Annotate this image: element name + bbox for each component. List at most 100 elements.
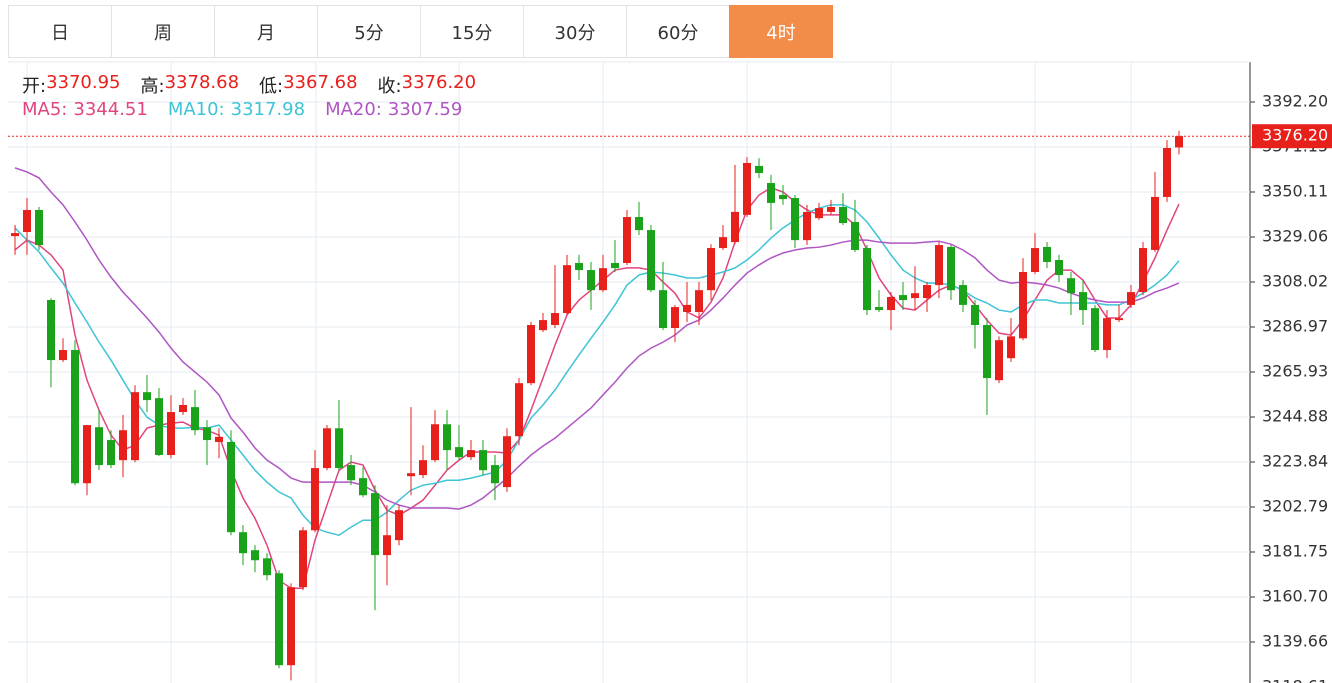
ohlc-value: 3378.68 <box>164 72 240 93</box>
period-tabs: 日周月 5分 15分 30分 60分 4时 <box>8 5 833 58</box>
candle-body <box>59 350 67 361</box>
candle-body <box>887 297 895 311</box>
candle-body <box>1103 318 1111 351</box>
y-tick-label: 3223.84 <box>1262 451 1328 470</box>
ma-legend-item: MA5: 3344.51 <box>22 99 148 120</box>
candle-body <box>611 263 619 269</box>
candle-body <box>215 436 223 442</box>
candle-body <box>83 425 91 484</box>
candle-body <box>719 237 727 249</box>
candle-body <box>911 293 919 299</box>
period-tab[interactable]: 60分 <box>626 5 730 58</box>
y-tick-label: 3160.70 <box>1262 587 1328 606</box>
candle-body <box>23 209 31 233</box>
candle-body <box>503 436 511 488</box>
candle-body <box>35 209 43 246</box>
candle-body <box>623 217 631 264</box>
candle-body <box>1043 246 1051 262</box>
candle-body <box>407 473 415 477</box>
candle-body <box>251 550 259 561</box>
ohlc-label: 收: <box>377 76 402 97</box>
candle-body <box>1019 271 1027 339</box>
period-tab[interactable]: 30分 <box>523 5 627 58</box>
ohlc-info: 开: 3370.95 高: 3378.68 低: 3367.68 收: 3376.20 <box>22 72 496 98</box>
y-tick-label: 3118.61 <box>1262 676 1328 683</box>
candle-body <box>899 295 907 301</box>
ohlc-value: 3367.68 <box>283 72 358 93</box>
candle-body <box>815 208 823 219</box>
candle-body <box>191 407 199 431</box>
ma-legend-label: MA10: <box>167 99 225 120</box>
period-tab[interactable]: 周 <box>111 5 215 58</box>
ma-line <box>14 167 1180 510</box>
candle-body <box>443 424 451 451</box>
y-tick-label: 3244.88 <box>1262 407 1328 426</box>
y-tick-label: 3181.75 <box>1262 541 1328 560</box>
candle-body <box>359 478 367 496</box>
candle-body <box>683 304 691 312</box>
candle-body <box>671 307 679 329</box>
ma-line <box>14 204 1180 537</box>
candle-body <box>11 233 19 237</box>
ma-legend-label: MA5: <box>22 99 68 120</box>
period-tab[interactable]: 月 <box>214 5 318 58</box>
ohlc-label: 低: <box>259 76 284 97</box>
candle-body <box>335 428 343 469</box>
candle-body <box>275 573 283 666</box>
candle-body <box>287 587 295 666</box>
ohlc-item: 低: 3367.68 <box>259 72 358 98</box>
period-tab[interactable]: 4时 <box>729 5 833 58</box>
ma-legend-value: 3344.51 <box>73 99 148 120</box>
candle-body <box>347 465 355 481</box>
ohlc-label: 高: <box>140 76 165 97</box>
y-tick-label: 3308.02 <box>1262 272 1328 291</box>
candle-body <box>779 195 787 200</box>
candle-body <box>551 313 559 326</box>
candle-body <box>659 290 667 329</box>
period-tab[interactable]: 5分 <box>317 5 421 58</box>
candle-body <box>371 493 379 556</box>
candle-body <box>851 221 859 250</box>
ma-line <box>14 186 1180 589</box>
candle-body <box>311 468 319 531</box>
candle-body <box>467 450 475 458</box>
candle-body <box>47 300 55 361</box>
candle-body <box>1115 318 1123 321</box>
ohlc-value: 3370.95 <box>46 72 121 93</box>
ohlc-item: 开: 3370.95 <box>22 72 121 98</box>
candle-body <box>767 183 775 203</box>
candle-body <box>131 392 139 461</box>
candle-body <box>947 246 955 291</box>
candle-body <box>959 285 967 305</box>
candle-body <box>1067 278 1075 294</box>
candle-body <box>731 211 739 243</box>
candle-body <box>323 428 331 469</box>
candle-body <box>1163 147 1171 197</box>
period-tab[interactable]: 日 <box>8 5 112 58</box>
candle-body <box>743 162 751 215</box>
period-tab[interactable]: 15分 <box>420 5 524 58</box>
y-tick-label: 3265.93 <box>1262 361 1328 380</box>
ohlc-label: 开: <box>22 76 47 97</box>
candle-body <box>1007 336 1015 359</box>
candle-body <box>95 427 103 466</box>
candle-body <box>1055 260 1063 275</box>
candle-body <box>875 307 883 311</box>
candle-body <box>1151 196 1159 250</box>
candle-body <box>491 465 499 484</box>
candle-body <box>839 206 847 224</box>
candle-body <box>263 558 271 576</box>
candle-body <box>71 350 79 484</box>
candle-body <box>143 392 151 401</box>
ma-legend-label: MA20: <box>325 99 382 120</box>
candle-body <box>647 230 655 291</box>
ma-legend-item: MA10: 3317.98 <box>168 99 305 120</box>
candle-body <box>239 532 247 554</box>
candle-body <box>1175 136 1183 148</box>
ma-legend-value: 3317.98 <box>230 99 306 120</box>
candle-body <box>827 206 835 212</box>
candle-body <box>695 290 703 312</box>
candle-body <box>203 427 211 441</box>
candle-body <box>791 198 799 241</box>
